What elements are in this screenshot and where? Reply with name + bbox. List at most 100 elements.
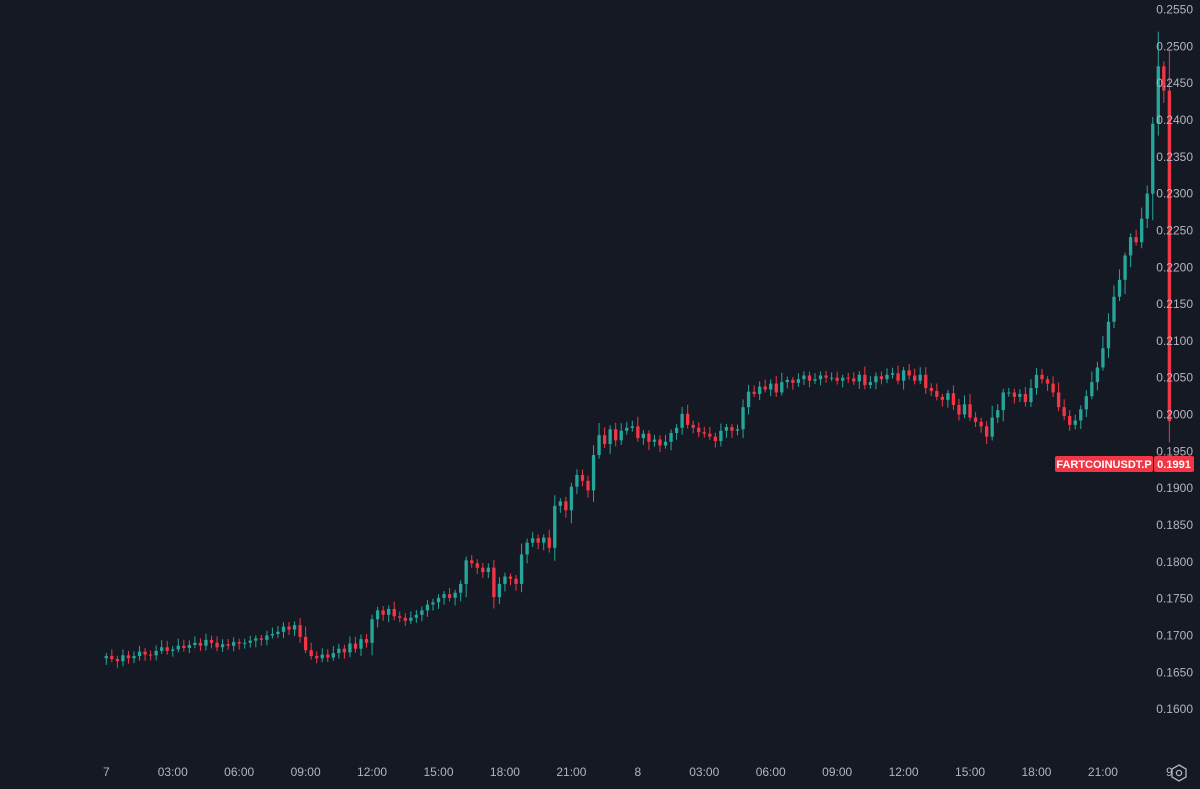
candle-body — [973, 417, 978, 422]
candle-body — [248, 640, 252, 643]
candle-body — [237, 642, 241, 644]
candle-body — [243, 642, 247, 644]
candle-body — [1112, 296, 1116, 322]
candle-body — [691, 424, 695, 428]
candle-body — [984, 426, 989, 437]
time-tick-label: 03:00 — [689, 765, 719, 779]
candle-body — [536, 538, 540, 543]
time-axis[interactable]: 7 03:00 06:00 09:00 12:00 15:00 18:00 21:00 8 03:… — [103, 765, 1200, 779]
candle-body — [719, 430, 723, 442]
candle-body — [996, 410, 1000, 418]
price-axis[interactable]: 0.1600 0.1650 0.1700 0.1750 0.1800 0.1850 0.19… — [1156, 3, 1193, 717]
candle-body — [547, 537, 551, 548]
candle-body — [348, 643, 352, 653]
candle-body — [879, 376, 884, 380]
candle-body — [431, 602, 435, 605]
candle-body — [724, 427, 729, 431]
candle-body — [265, 635, 269, 640]
candle-body — [630, 426, 634, 428]
candle-body — [1012, 392, 1016, 397]
price-tick-label: 0.1900 — [1156, 481, 1193, 495]
candle-body — [326, 654, 330, 658]
candle-body — [990, 417, 994, 437]
time-tick-label: 21:00 — [556, 765, 586, 779]
candle-body — [575, 474, 579, 487]
candle-body — [824, 375, 828, 378]
candle-body — [569, 486, 574, 511]
candle-body — [1095, 367, 1100, 383]
candle-body — [818, 375, 823, 380]
candle-body — [791, 379, 795, 383]
candle-body — [863, 374, 867, 386]
candle-body — [154, 650, 158, 656]
candle-body — [713, 436, 718, 442]
time-tick-label: 21:00 — [1088, 765, 1118, 779]
candle-body — [1156, 66, 1160, 124]
candle-body — [1134, 237, 1138, 243]
candle-body — [270, 633, 275, 636]
candle-body — [625, 427, 629, 431]
price-tick-label: 0.2450 — [1156, 76, 1193, 90]
candle-body — [132, 656, 136, 659]
candle-body — [1040, 374, 1044, 380]
candle-body — [209, 639, 214, 643]
candle-body — [1123, 255, 1127, 280]
price-tick-label: 0.2000 — [1156, 408, 1193, 422]
candle-body — [409, 617, 413, 621]
candle-body — [1167, 90, 1172, 422]
symbol-price-tag: FARTCOINUSDT.P 0.1991 — [1055, 456, 1194, 472]
price-tick-label: 0.2350 — [1156, 150, 1193, 164]
candle-body — [492, 567, 496, 598]
candle-body — [160, 647, 164, 651]
price-tick-label: 0.2050 — [1156, 371, 1193, 385]
candle-body — [1162, 66, 1166, 91]
candle-body — [962, 404, 967, 415]
time-tick-label: 18:00 — [1021, 765, 1051, 779]
price-tick-label: 0.2550 — [1156, 3, 1193, 17]
candle-body — [896, 373, 900, 381]
candle-body — [442, 594, 446, 598]
candle-body — [885, 374, 889, 380]
candle-body — [852, 378, 856, 382]
candle-body — [586, 480, 590, 491]
candle-body — [353, 643, 358, 649]
candle-body — [663, 441, 668, 446]
candle-body — [785, 379, 789, 383]
candle-body — [182, 645, 186, 648]
candle-body — [1007, 392, 1011, 394]
candle-body — [669, 432, 673, 442]
candle-body — [530, 538, 535, 543]
candle-body — [674, 427, 679, 433]
candle-body — [1084, 396, 1088, 410]
candle-body — [602, 435, 607, 444]
candle-body — [508, 576, 513, 579]
gear-icon[interactable] — [1168, 762, 1190, 784]
time-tick-label: 12:00 — [889, 765, 919, 779]
candle-body — [846, 377, 850, 379]
candle-body — [968, 404, 972, 418]
price-tick-label: 0.1600 — [1156, 702, 1193, 716]
candle-body — [281, 626, 286, 632]
candle-body — [436, 597, 441, 603]
candle-body — [702, 432, 706, 434]
candle-body — [802, 375, 806, 380]
candle-body — [425, 604, 430, 611]
candle-body — [857, 374, 861, 382]
candle-body — [392, 608, 396, 617]
candle-body — [1128, 237, 1133, 256]
candle-body — [171, 649, 175, 651]
candle-body — [514, 578, 518, 584]
candle-body — [597, 435, 601, 456]
candle-body — [315, 656, 319, 659]
candle-body — [481, 567, 485, 573]
candle-body — [746, 391, 751, 408]
candle-body — [946, 393, 950, 400]
candle-body — [1117, 279, 1122, 297]
candle-body — [259, 638, 263, 640]
time-tick-label: 9 — [1166, 765, 1173, 779]
candle-body — [1001, 392, 1005, 411]
candle-body — [686, 413, 690, 425]
candle-body — [901, 370, 906, 381]
candle-body — [176, 645, 180, 650]
